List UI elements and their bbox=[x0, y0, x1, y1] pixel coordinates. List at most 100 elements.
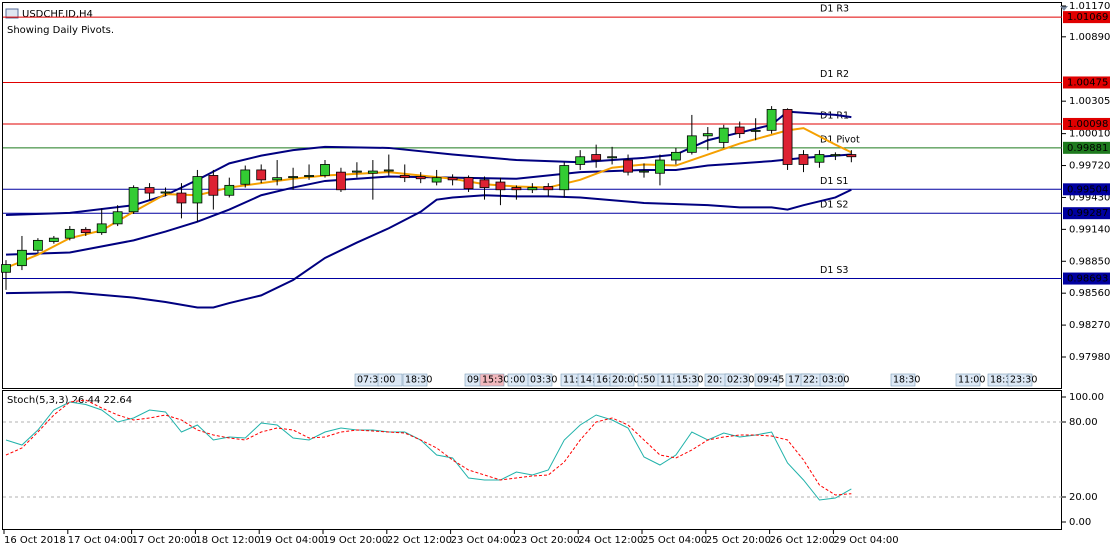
time-marker-box bbox=[479, 373, 505, 387]
candle-body bbox=[734, 126, 745, 135]
y-tick-label: 1.01170 bbox=[1069, 1, 1110, 12]
pivot-price-box bbox=[1063, 117, 1110, 130]
pivot-price-box bbox=[1063, 207, 1110, 220]
x-tick-label: 16 Oct 2018 bbox=[4, 535, 66, 546]
x-tick-label: 25 Oct 04:00 bbox=[642, 535, 707, 546]
x-tick-label: 18 Oct 12:00 bbox=[195, 535, 260, 546]
scroll-marker[interactable] bbox=[1060, 6, 1068, 11]
y-tick-label: 0.00 bbox=[1069, 517, 1091, 528]
pivot-price-box bbox=[1063, 183, 1110, 196]
y-tick-label: 80.00 bbox=[1069, 417, 1098, 428]
pivot-name: D1 R1 bbox=[820, 110, 849, 121]
candle-body bbox=[288, 176, 299, 179]
pivot-name: D1 S3 bbox=[820, 265, 848, 276]
x-tick-label: 19 Oct 04:00 bbox=[259, 535, 324, 546]
pivot-price-box bbox=[1063, 272, 1110, 285]
candle-body bbox=[655, 159, 665, 174]
pivot-price-label: 1.00475 bbox=[1067, 77, 1108, 88]
y-tick-label: 1.00010 bbox=[1069, 129, 1110, 140]
chart-subtitle: Showing Daily Pivots. bbox=[7, 25, 114, 36]
pivot-name: D1 R3 bbox=[820, 4, 849, 15]
candle-body bbox=[160, 191, 171, 194]
candle-body bbox=[96, 223, 107, 234]
candle-body bbox=[639, 170, 649, 173]
candle-body bbox=[351, 170, 362, 173]
candle-body bbox=[224, 184, 235, 196]
candle-body bbox=[1, 264, 11, 273]
time-marker: 11: bbox=[660, 375, 675, 386]
time-marker: :50 bbox=[640, 375, 655, 386]
pivot-price-label: 0.99504 bbox=[1067, 184, 1108, 195]
y-tick-label: 0.97980 bbox=[1069, 352, 1110, 363]
candle-body bbox=[48, 237, 59, 242]
candle-body bbox=[575, 156, 586, 165]
time-marker: 14: bbox=[580, 375, 595, 386]
candle-body bbox=[320, 164, 330, 176]
candle-body bbox=[511, 187, 522, 191]
symbol-icon bbox=[5, 8, 19, 19]
candle-body bbox=[463, 177, 474, 190]
time-marker: 18:30 bbox=[405, 375, 432, 386]
time-marker: 07:30 bbox=[357, 375, 384, 386]
time-marker-box bbox=[890, 373, 916, 387]
x-tick-label: 29 Oct 04:00 bbox=[833, 535, 898, 546]
pivot-price-label: 1.00098 bbox=[1067, 119, 1108, 130]
candle-body bbox=[798, 154, 809, 165]
pivot-price-label: 0.99881 bbox=[1067, 143, 1108, 154]
price-panel bbox=[2, 2, 1062, 389]
y-tick-label: 0.98850 bbox=[1069, 256, 1110, 267]
pivot-name: D1 Pivot bbox=[820, 134, 860, 145]
candle-body bbox=[176, 192, 187, 204]
candle-body bbox=[17, 249, 27, 267]
candle-body bbox=[33, 239, 43, 251]
pivot-price-box bbox=[1063, 11, 1110, 24]
candle-body bbox=[846, 154, 857, 158]
candle-body bbox=[336, 171, 346, 191]
y-tick-label: 1.00305 bbox=[1069, 96, 1110, 107]
x-tick-label: 17 Oct 20:00 bbox=[132, 535, 197, 546]
pivot-name: D1 R2 bbox=[820, 69, 849, 80]
stoch-line bbox=[5, 399, 852, 496]
y-tick-label: 20.00 bbox=[1069, 492, 1098, 503]
y-tick-label: 0.99430 bbox=[1069, 192, 1110, 203]
candle-body bbox=[591, 154, 602, 161]
candle-body bbox=[80, 228, 91, 234]
candle-body bbox=[256, 169, 267, 181]
time-marker: 20:00 bbox=[612, 375, 639, 386]
y-tick-label: 1.00890 bbox=[1069, 32, 1110, 43]
candle-body bbox=[766, 109, 777, 131]
candle-body bbox=[527, 187, 538, 191]
time-marker-box bbox=[673, 373, 699, 387]
candle-body bbox=[479, 179, 490, 188]
time-marker: :00 bbox=[380, 375, 395, 386]
stoch-title: Stoch(5,3,3) 26.44 22.64 bbox=[7, 395, 132, 406]
candle-body bbox=[128, 187, 139, 213]
candle-body bbox=[543, 186, 554, 191]
y-tick-label: 0.98560 bbox=[1069, 288, 1110, 299]
candle-body bbox=[367, 170, 378, 174]
candle-body bbox=[814, 154, 825, 163]
time-marker-box bbox=[402, 373, 428, 387]
pivot-price-box bbox=[1063, 141, 1110, 154]
time-marker-box bbox=[377, 373, 403, 387]
candle-body bbox=[415, 176, 426, 180]
time-marker: :00 bbox=[510, 375, 525, 386]
time-marker: 15:30 bbox=[482, 375, 509, 386]
candle-body bbox=[686, 135, 697, 153]
x-tick-label: 25 Oct 20:00 bbox=[706, 535, 771, 546]
candle-body bbox=[559, 165, 570, 191]
time-marker: 03:30 bbox=[530, 375, 557, 386]
pivot-name: D1 S1 bbox=[820, 176, 848, 187]
time-marker: 11: bbox=[563, 375, 578, 386]
time-marker: 11:00 bbox=[958, 375, 985, 386]
time-marker: 09: bbox=[467, 375, 482, 386]
time-marker: 23:30 bbox=[1010, 375, 1037, 386]
pivot-name: D1 S2 bbox=[820, 200, 848, 211]
time-marker-box bbox=[754, 373, 780, 387]
time-marker: 16: bbox=[596, 375, 611, 386]
time-marker: 03:00 bbox=[822, 375, 849, 386]
time-marker-box bbox=[609, 373, 635, 387]
x-tick-label: 23 Oct 20:00 bbox=[514, 535, 579, 546]
